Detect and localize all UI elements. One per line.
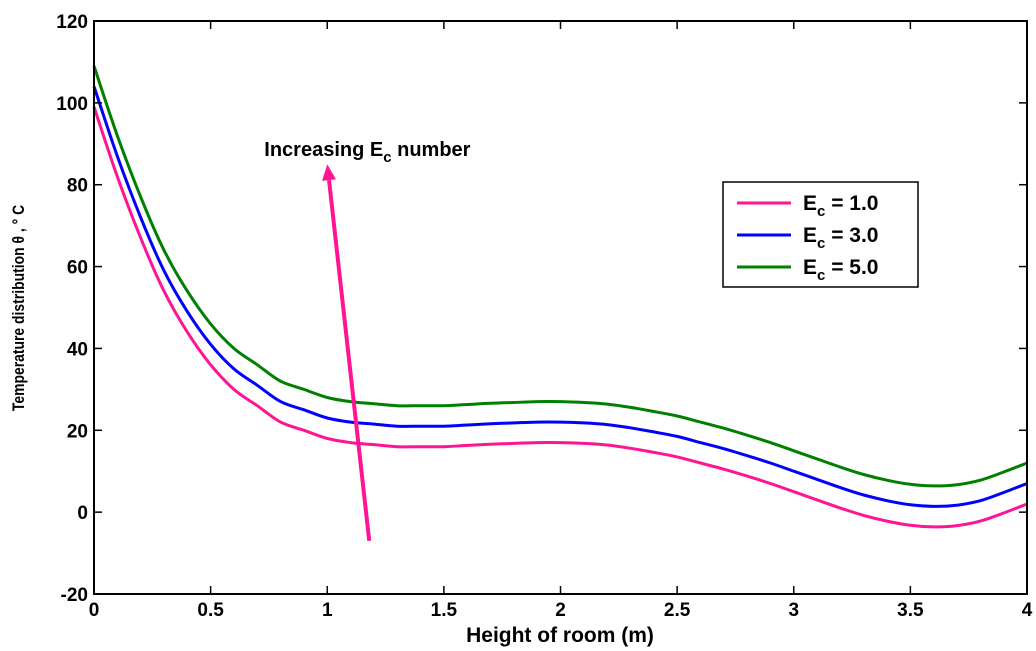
annotation-layer: Increasing Ec number [264, 139, 471, 542]
y-tick-label: 100 [56, 94, 88, 115]
series-line-2 [92, 86, 1028, 508]
annotation-arrow-head [322, 164, 336, 181]
legend: Ec = 1.0 Ec = 3.0 Ec = 5.0 [722, 181, 919, 288]
x-tick-label: 0 [89, 600, 100, 621]
annotation-text: Increasing Ec number [264, 139, 470, 166]
plot-area [94, 21, 1027, 594]
y-tick-label: 20 [67, 421, 88, 442]
legend-label: Ec = 3.0 [803, 224, 879, 252]
x-tick-label: 2.5 [664, 600, 691, 621]
annotation-arrow-shaft [327, 179, 372, 542]
y-tick-label: 0 [77, 503, 88, 524]
series-line-1 [92, 106, 1028, 529]
x-tick-label: 3 [788, 600, 799, 621]
legend-label: Ec = 5.0 [803, 256, 879, 284]
legend-label: Ec = 1.0 [803, 192, 879, 220]
x-tick-label: 3.5 [897, 600, 924, 621]
x-tick-label: 2 [555, 600, 566, 621]
y-tick-label: 60 [67, 258, 88, 279]
y-tick-label: 80 [67, 176, 88, 197]
series-line-3 [92, 65, 1028, 488]
x-tick-label: 4 [1022, 600, 1033, 621]
y-tick-label: 120 [56, 12, 88, 33]
x-tick-label: 1 [322, 600, 333, 621]
y-tick-label: -20 [61, 585, 88, 606]
x-axis-label: Height of room (m) [466, 624, 654, 647]
y-ticks: -20 0 20 40 60 80 100 120 [56, 12, 1027, 606]
x-ticks: 0 0.5 1 1.5 2 2.5 3 3.5 4 [89, 21, 1033, 621]
x-tick-label: 1.5 [431, 600, 458, 621]
y-axis-label: Temperature distribution θ , ° C [10, 205, 29, 411]
series-layer [92, 65, 1028, 529]
x-tick-label: 0.5 [197, 600, 224, 621]
y-tick-label: 40 [67, 339, 88, 360]
